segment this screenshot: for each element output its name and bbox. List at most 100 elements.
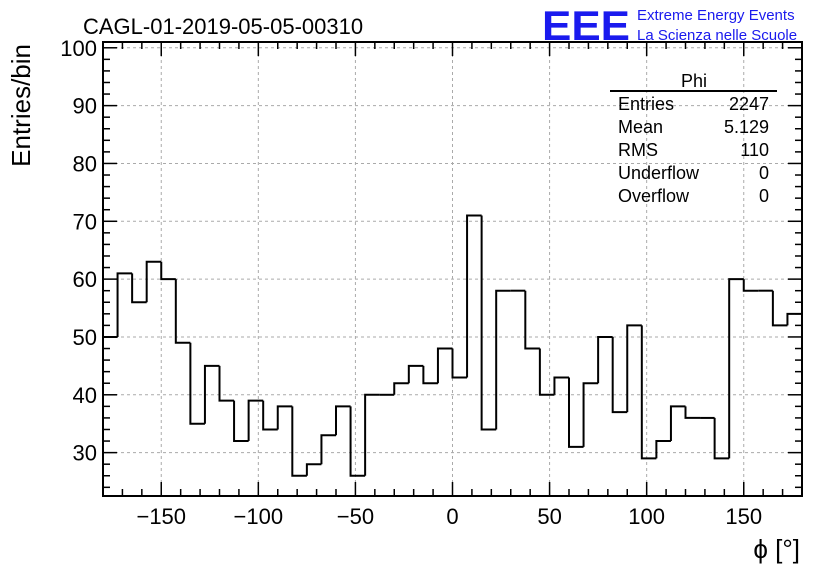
y-tick-label: 90: [73, 94, 97, 119]
histogram-bin: [466, 214, 482, 378]
histogram-bin-outline: [655, 440, 671, 459]
histogram-bin: [538, 348, 555, 396]
histogram-bin-outline: [422, 365, 438, 385]
histogram-series: [102, 214, 803, 496]
histogram-bin: [203, 364, 220, 424]
histogram-bin: [335, 405, 351, 436]
stats-value-mean: 5.129: [724, 117, 769, 137]
histogram-bin-outline: [669, 405, 686, 442]
histogram-bin-outline: [597, 335, 613, 384]
histogram-bin: [669, 405, 686, 442]
histogram-bin: [568, 377, 584, 448]
histogram-bin-outline: [276, 405, 293, 430]
y-tick-label: 70: [73, 209, 97, 234]
histogram-bin: [640, 325, 657, 460]
histogram-bin: [291, 406, 307, 477]
histogram-bin: [305, 463, 322, 476]
x-axis-title: ϕ [°]: [753, 534, 800, 564]
histogram-bin-outline: [116, 272, 133, 337]
histogram-bin: [553, 376, 569, 395]
histogram-bin: [713, 417, 730, 460]
histogram-bin-outline: [189, 342, 205, 425]
x-tick-label: −100: [234, 504, 284, 529]
histogram-bin-outline: [407, 364, 424, 384]
y-tick-label: 100: [60, 36, 97, 61]
stats-value-overflow: 0: [759, 186, 769, 206]
histogram-bin: [116, 272, 133, 337]
histogram-bin: [655, 440, 671, 459]
histogram-bin-outline: [145, 260, 162, 303]
stats-value-rms: 110: [740, 140, 769, 160]
y-tick-label: 80: [73, 151, 97, 176]
stats-label-mean: Mean: [618, 117, 663, 137]
stats-label-entries: Entries: [618, 94, 674, 114]
histogram-bin-outline: [611, 336, 628, 414]
histogram-bin-outline: [233, 400, 249, 443]
histogram-bin: [436, 347, 453, 384]
histogram-bin-outline: [160, 261, 176, 281]
logo-line-1: Extreme Energy Events: [637, 7, 795, 24]
histogram-bin-outline: [218, 365, 235, 402]
y-axis-title: Entries/bin: [6, 44, 36, 167]
stats-value-underflow: 0: [759, 163, 769, 183]
histogram-bin-outline: [771, 290, 788, 327]
x-tick-label: −50: [337, 504, 374, 529]
y-tick-label: 40: [73, 383, 97, 408]
histogram-bin-outline: [713, 417, 730, 460]
histogram-bin: [786, 312, 802, 326]
chart-title: CAGL-01-2019-05-05-00310: [83, 14, 363, 39]
histogram-bin-outline: [291, 406, 307, 477]
histogram-bin-outline: [262, 400, 278, 431]
histogram-bin-outline: [524, 290, 540, 350]
histogram-bin-outline: [335, 405, 351, 436]
histogram-bin-outline: [742, 279, 759, 292]
histogram-bin: [582, 382, 599, 447]
histogram-bin: [276, 405, 293, 430]
histogram-bin: [364, 393, 380, 476]
histogram-bin: [524, 290, 540, 350]
histogram-bin: [742, 279, 759, 292]
histogram-bin: [728, 278, 744, 459]
histogram-bin: [451, 348, 468, 379]
histogram-bin: [495, 289, 511, 430]
y-tick-label: 50: [73, 325, 97, 350]
x-tick-label: 0: [446, 504, 458, 529]
histogram-bin: [145, 260, 162, 303]
histogram-bin-outline: [684, 406, 701, 419]
y-axis-ticks: 30 40 50 60 70 80 90 100: [60, 36, 802, 489]
histogram-bin-outline: [393, 382, 409, 395]
histogram-bin: [218, 365, 235, 402]
histogram-bin-outline: [466, 214, 482, 378]
histogram-bin: [320, 434, 336, 465]
histogram-bin-outline: [553, 376, 569, 395]
histogram-bin: [262, 400, 278, 431]
histogram-bin: [611, 336, 628, 414]
histogram-bin-outline: [582, 382, 599, 447]
histogram-bin-outline: [480, 215, 497, 431]
y-tick-label: 30: [73, 441, 97, 466]
y-tick-label: 60: [73, 267, 97, 292]
histogram-bin-outline: [320, 434, 336, 465]
histogram-bin: [131, 273, 147, 304]
x-axis-ticks: −150 −100 −50 0 50 100 150: [102, 42, 803, 529]
x-tick-label: 150: [725, 504, 762, 529]
histogram-bin-outline: [538, 348, 555, 396]
histogram-bin: [393, 382, 409, 395]
histogram-bin-outline: [728, 278, 744, 459]
histogram-bin: [189, 342, 205, 425]
histogram-bin: [233, 400, 249, 443]
histogram-bin-outline: [495, 289, 511, 430]
x-tick-label: 100: [628, 504, 665, 529]
stats-box-title: Phi: [681, 71, 707, 91]
histogram-bin-outline: [131, 273, 147, 304]
stats-value-entries: 2247: [729, 94, 769, 114]
histogram-bin-outline: [203, 364, 220, 424]
logo-line-2: La Scienza nelle Scuole: [637, 27, 797, 44]
x-tick-label: −150: [136, 504, 186, 529]
stats-label-overflow: Overflow: [618, 186, 690, 206]
x-tick-label: 50: [537, 504, 561, 529]
stats-label-underflow: Underflow: [618, 163, 700, 183]
histogram-bin: [422, 365, 438, 385]
eee-logo-mark: EEE: [542, 2, 630, 49]
